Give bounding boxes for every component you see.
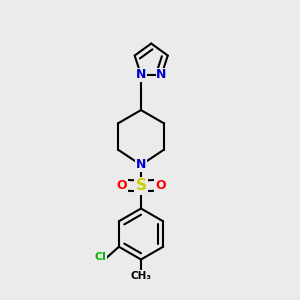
Text: N: N bbox=[136, 68, 146, 82]
Text: CH₃: CH₃ bbox=[130, 271, 152, 281]
Text: O: O bbox=[155, 178, 166, 192]
Text: Cl: Cl bbox=[95, 252, 107, 262]
Text: N: N bbox=[156, 68, 167, 82]
Text: O: O bbox=[116, 178, 127, 192]
Text: S: S bbox=[136, 178, 146, 194]
Text: N: N bbox=[136, 158, 146, 172]
